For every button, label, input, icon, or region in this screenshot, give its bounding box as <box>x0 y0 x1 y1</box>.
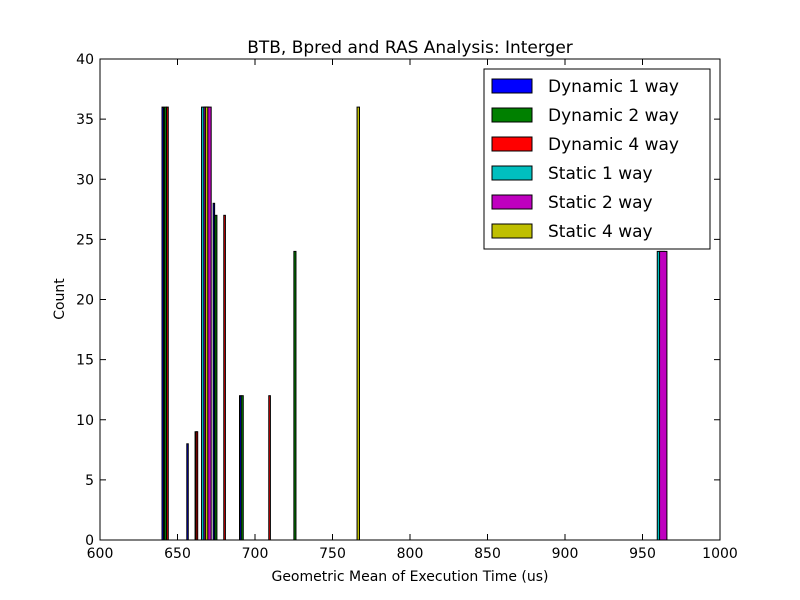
legend-label-dynamic-1-way: Dynamic 1 way <box>548 77 679 97</box>
y-axis-label: Count <box>52 278 68 320</box>
bar-static-2-way-59 <box>659 250 668 541</box>
legend-swatch-dynamic-1-way <box>491 78 533 94</box>
x-axis-label: Geometric Mean of Execution Time (us) <box>271 569 548 585</box>
bar-static-4-way-0 <box>204 106 209 541</box>
ticks-group: 600 650 700 750 800 850 900 950 1000 0 5 10 15 20 25 30… <box>76 52 738 562</box>
y-tick-label: 35 <box>76 112 94 128</box>
legend-swatch-dynamic-2-way <box>491 107 533 123</box>
legend-swatch-static-1-way <box>491 165 533 181</box>
x-tick-label: 650 <box>164 546 191 562</box>
bar-dynamic-4-way-33 <box>223 214 226 541</box>
legend-label-static-4-way: Static 4 way <box>548 222 653 242</box>
legend-swatch-static-2-way <box>491 194 533 210</box>
x-tick-label: 850 <box>474 546 501 562</box>
x-tick-label: 900 <box>552 546 579 562</box>
bar-dynamic-2-way-23 <box>214 214 218 541</box>
y-tick-label: 0 <box>85 533 94 549</box>
bar-dynamic-4-way-17 <box>195 431 199 541</box>
y-tick-label: 25 <box>76 232 94 248</box>
legend-label-static-2-way: Static 2 way <box>548 193 653 213</box>
x-tick-label: 600 <box>87 546 114 562</box>
y-tick-label: 30 <box>76 172 94 188</box>
x-tick-label: 800 <box>397 546 424 562</box>
y-tick-label: 40 <box>76 52 94 68</box>
legend-label-static-1-way: Static 1 way <box>548 164 653 184</box>
plot-frame <box>99 58 721 541</box>
legend-swatch-dynamic-4-way <box>491 136 533 152</box>
legend-frame <box>483 68 711 250</box>
bar-dynamic-4-way-0 <box>166 106 169 541</box>
bar-static-4-way-59 <box>356 106 360 541</box>
x-tick-label: 750 <box>319 546 346 562</box>
y-tick-label: 5 <box>85 473 94 489</box>
y-tick-label: 15 <box>76 353 94 369</box>
bar-dynamic-1-way-16 <box>186 443 189 541</box>
legend-label-dynamic-4-way: Dynamic 4 way <box>548 135 679 155</box>
chart-title: BTB, Bpred and RAS Analysis: Interger <box>247 38 573 58</box>
x-tick-label: 950 <box>629 546 656 562</box>
y-tick-label: 10 <box>76 413 94 429</box>
bar-dynamic-2-way-0 <box>163 106 167 541</box>
bar-dynamic-1-way-0 <box>161 106 164 541</box>
bar-dynamic-4-way-59 <box>268 395 271 541</box>
x-tick-label: 1000 <box>702 546 738 562</box>
legend-swatch-static-4-way <box>491 223 533 239</box>
legend: Dynamic 1 way Dynamic 2 way Dynamic 4 way S… <box>483 68 711 250</box>
legend-label-dynamic-2-way: Dynamic 2 way <box>548 106 679 126</box>
bar-dynamic-2-way-35 <box>240 395 244 541</box>
x-tick-label: 700 <box>242 546 269 562</box>
bar-dynamic-2-way-59 <box>293 250 297 541</box>
y-tick-label: 20 <box>76 293 94 309</box>
